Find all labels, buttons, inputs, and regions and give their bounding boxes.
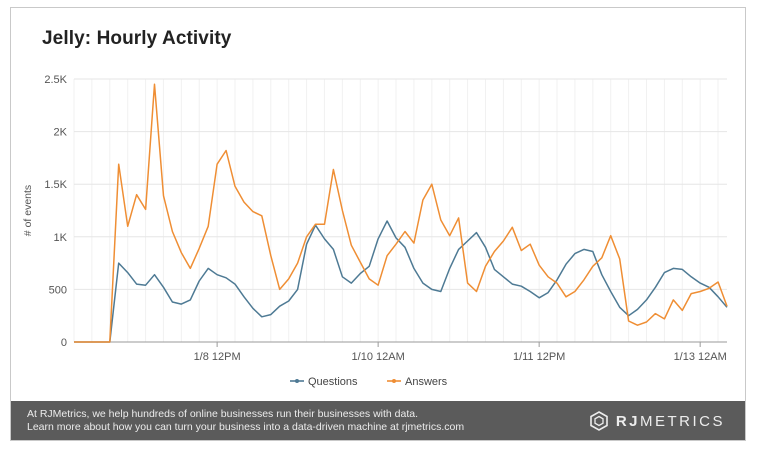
- legend-item-answers[interactable]: Answers: [387, 376, 448, 388]
- legend-item-questions[interactable]: Questions: [290, 376, 358, 388]
- y-axis: 0 500 1K 1.5K 2K 2.5K: [44, 74, 67, 349]
- y-tick-label: 2K: [54, 127, 68, 139]
- series: [74, 83, 728, 343]
- y-tick-label: 2.5K: [44, 74, 67, 86]
- footer-line-1: At RJMetrics, we help hundreds of online…: [27, 408, 419, 420]
- series-line-answers[interactable]: [74, 83, 728, 343]
- legend-label-answers: Answers: [405, 376, 448, 388]
- y-tick-label: 500: [49, 284, 67, 296]
- chart-title: Jelly: Hourly Activity: [42, 28, 232, 49]
- footer-message: At RJMetrics, we help hundreds of online…: [27, 408, 464, 434]
- footer-line-2[interactable]: Learn more about how you can turn your b…: [27, 421, 465, 433]
- footer-banner: At RJMetrics, we help hundreds of online…: [11, 401, 745, 440]
- logo-text-bold: RJ: [615, 412, 640, 430]
- y-tick-label: 0: [61, 337, 67, 349]
- rjmetrics-logo[interactable]: RJ METRICS: [589, 411, 725, 431]
- line-chart: 0 500 1K 1.5K 2K 2.5K 1/8 12PM 1/10 12AM 1/11 1…: [22, 74, 728, 388]
- x-tick-label: 1/11 12PM: [513, 351, 565, 363]
- y-tick-label: 1.5K: [44, 179, 67, 191]
- y-axis-label: # of events: [22, 185, 34, 236]
- series-line-questions[interactable]: [74, 220, 728, 343]
- rjmetrics-hexagon-icon: [590, 411, 608, 431]
- x-tick-label: 1/10 12AM: [352, 351, 405, 363]
- x-tick-label: 1/8 12PM: [194, 351, 241, 363]
- legend: Questions Answers: [290, 376, 448, 388]
- chart-card: Jelly: Hourly Activity 0 500 1K 1.5K 2K 2.5K …: [10, 7, 746, 441]
- x-tick-label: 1/13 12AM: [674, 351, 727, 363]
- legend-label-questions: Questions: [308, 376, 358, 388]
- grid: [73, 78, 727, 343]
- x-axis: 1/8 12PM 1/10 12AM 1/11 12PM 1/13 12AM: [194, 342, 727, 363]
- logo-text-rest: METRICS: [640, 412, 725, 430]
- y-tick-label: 1K: [54, 232, 68, 244]
